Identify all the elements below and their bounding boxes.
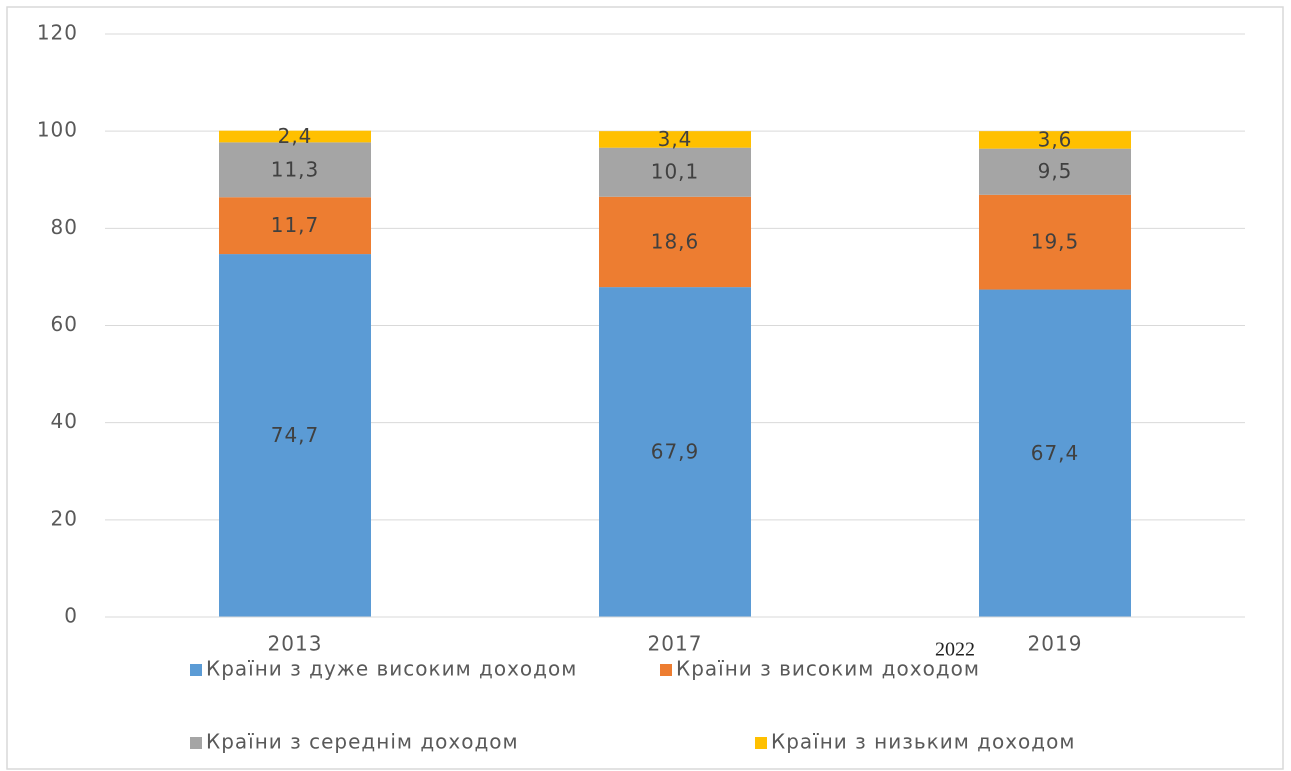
data-label: 11,7 <box>271 213 320 237</box>
x-tick-label: 2019 <box>1028 632 1083 656</box>
legend-swatch <box>660 664 672 676</box>
data-label: 3,6 <box>1038 127 1073 151</box>
x-tick-label: 2017 <box>648 632 703 656</box>
bar-segment <box>599 131 751 148</box>
data-label: 11,3 <box>271 157 320 181</box>
bar-segment <box>979 131 1131 149</box>
bar-segment <box>599 196 751 288</box>
data-label: 19,5 <box>1031 230 1080 254</box>
annotation: 2022 <box>935 639 975 661</box>
data-label: 3,4 <box>658 127 693 151</box>
y-tick-label: 80 <box>51 215 78 239</box>
data-label: 9,5 <box>1038 159 1073 183</box>
bar-segment <box>599 287 751 617</box>
legend-label: Країни з низьким доходом <box>771 730 1075 754</box>
y-tick-label: 20 <box>51 506 78 530</box>
bar-segment <box>979 148 1131 195</box>
bar-segment <box>979 289 1131 617</box>
data-label: 2,4 <box>278 124 313 148</box>
data-label: 18,6 <box>651 229 700 253</box>
y-tick-label: 0 <box>64 604 78 628</box>
bar-segment <box>219 130 371 143</box>
bar-segment <box>219 197 371 255</box>
legend-swatch <box>190 737 202 749</box>
data-label: 67,4 <box>1031 441 1080 465</box>
legend-swatch <box>755 737 767 749</box>
data-label: 74,7 <box>271 423 320 447</box>
bar-segment <box>219 142 371 198</box>
y-tick-label: 60 <box>51 312 78 336</box>
data-label: 67,9 <box>651 440 700 464</box>
legend-label: Країни з середнім доходом <box>206 730 519 754</box>
legend-label: Країни з дуже високим доходом <box>206 657 577 681</box>
legend-swatch <box>190 664 202 676</box>
data-label: 10,1 <box>651 160 700 184</box>
bar-segment <box>979 194 1131 290</box>
legend-label: Країни з високим доходом <box>676 657 980 681</box>
bar-segment <box>219 254 371 617</box>
y-tick-label: 40 <box>51 409 78 433</box>
y-tick-label: 100 <box>37 118 78 142</box>
bar-segment <box>599 147 751 197</box>
y-tick-label: 120 <box>37 21 78 45</box>
x-tick-label: 2013 <box>268 632 323 656</box>
